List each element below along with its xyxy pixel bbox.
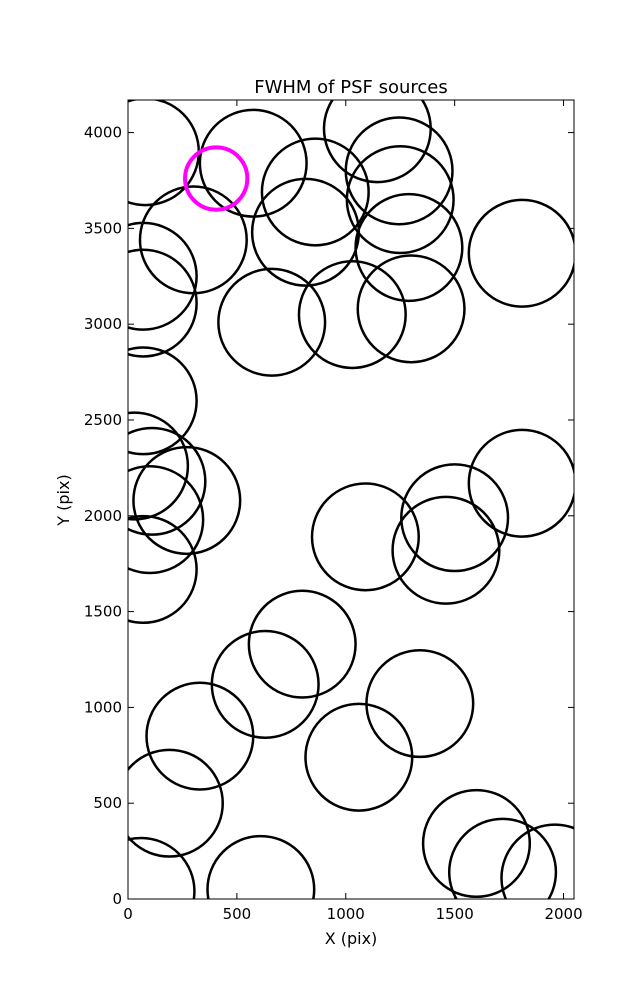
psf-source-circle-33 xyxy=(206,834,316,899)
psf-source-circle-25 xyxy=(467,428,574,538)
y-tick-label: 2500 xyxy=(84,411,122,429)
y-tick-label: 1000 xyxy=(84,698,122,716)
psf-source-circle-34 xyxy=(421,788,532,899)
psf-source-circle-10 xyxy=(128,221,198,331)
psf-source-circle-28 xyxy=(145,681,255,791)
y-tick-label: 3000 xyxy=(84,315,122,333)
psf-source-circle-31 xyxy=(128,748,224,858)
y-tick-label: 4000 xyxy=(84,124,122,142)
x-tick-label: 1500 xyxy=(436,905,474,923)
y-tick-label: 0 xyxy=(112,890,122,908)
psf-source-circle-12 xyxy=(217,267,327,377)
psf-source-circle-17 xyxy=(128,411,190,521)
plot-markers xyxy=(128,100,574,899)
psf-source-circle-16 xyxy=(128,346,198,456)
psf-source-circle-32 xyxy=(128,836,196,899)
psf-source-circle-11 xyxy=(128,248,198,358)
psf-source-circle-5 xyxy=(344,116,454,226)
psf-source-circle-15 xyxy=(467,198,574,308)
axis-ticks: 0 500 1000 1500 2000 0 500 1000 1500 2000 2500 3000… xyxy=(84,100,583,923)
psf-source-circle-18 xyxy=(128,426,207,536)
x-axis-label: X (pix) xyxy=(325,929,378,948)
x-tick-label: 500 xyxy=(223,905,252,923)
psf-source-circle-14 xyxy=(356,254,466,364)
chart-title: FWHM of PSF sources xyxy=(254,77,448,98)
y-tick-label: 500 xyxy=(93,794,122,812)
x-tick-label: 1000 xyxy=(327,905,365,923)
psf-source-circle-20 xyxy=(128,465,205,575)
psf-source-circle-21 xyxy=(128,514,198,625)
plot-frame xyxy=(127,99,575,900)
y-tick-label: 3500 xyxy=(84,219,122,237)
psf-source-circle-22 xyxy=(310,482,420,592)
highlighted-psf-source-circle xyxy=(183,145,250,212)
psf-source-circle-23 xyxy=(400,463,510,573)
psf-source-circle-13 xyxy=(297,259,407,370)
psf-source-circle-26 xyxy=(247,589,357,699)
y-tick-label: 2000 xyxy=(84,507,122,525)
psf-source-circle-3 xyxy=(260,137,370,247)
psf-source-circle-19 xyxy=(132,445,242,556)
psf-source-circle-8 xyxy=(250,177,361,287)
psf-source-circle-35 xyxy=(447,817,558,899)
psf-source-circle-30 xyxy=(304,702,414,812)
psf-source-circle-36 xyxy=(500,823,574,899)
y-axis-label: Y (pix) xyxy=(54,474,73,526)
x-tick-label: 2000 xyxy=(544,905,582,923)
x-tick-label: 0 xyxy=(123,905,133,923)
psf-source-circle-24 xyxy=(391,495,501,605)
y-tick-label: 1500 xyxy=(84,603,122,621)
